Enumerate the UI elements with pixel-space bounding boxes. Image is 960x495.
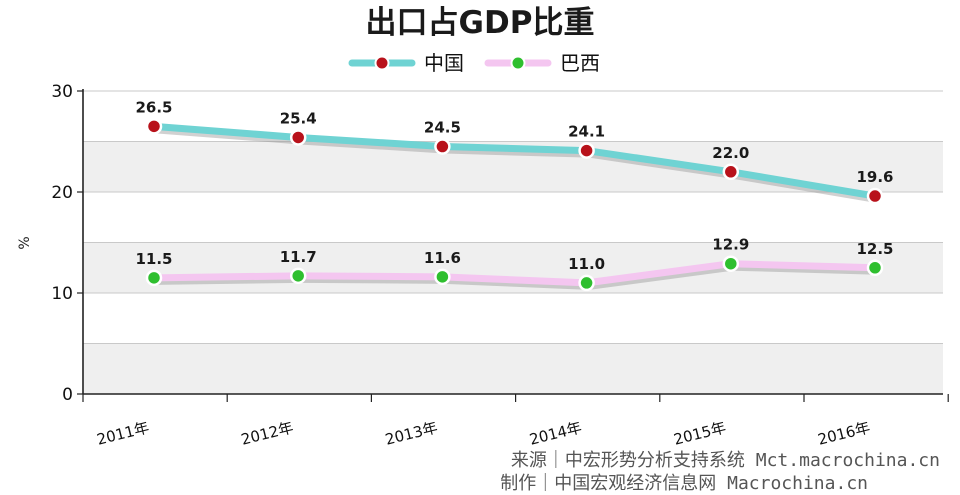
- y-tick-labels: 0 10 20 30: [51, 82, 73, 405]
- data-label: 11.5: [135, 250, 172, 268]
- data-label: 26.5: [135, 98, 172, 116]
- x-tick-labels: 2011年 2012年 2013年 2014年 2015年 2016年: [95, 418, 872, 448]
- y-tick-label: 20: [51, 183, 73, 203]
- axes: [77, 89, 949, 402]
- data-point: [578, 274, 595, 292]
- data-point: [289, 267, 307, 285]
- legend-label: 巴西: [560, 51, 600, 75]
- y-tick-label: 30: [51, 82, 73, 102]
- footer-made-by: 制作｜中国宏观经济信息网 Macrochina.cn: [500, 473, 868, 494]
- legend: 中国 巴西: [348, 51, 600, 75]
- data-point: [434, 138, 451, 155]
- series-line-shadow: [155, 127, 878, 203]
- x-tick-label: 2015年: [672, 418, 728, 448]
- data-label: 24.5: [424, 119, 461, 137]
- data-point: [145, 269, 163, 287]
- data-point: [866, 259, 884, 276]
- data-label: 12.9: [712, 236, 749, 254]
- data-point: [289, 129, 307, 146]
- x-tick-label: 2016年: [816, 418, 872, 448]
- data-label: 11.6: [424, 249, 461, 267]
- data-point: [722, 255, 740, 272]
- plot-band: [83, 343, 943, 394]
- data-point: [434, 268, 451, 286]
- x-tick-label: 2011年: [95, 418, 151, 448]
- data-label: 25.4: [280, 109, 317, 127]
- data-point: [578, 142, 595, 159]
- series-line: [153, 260, 876, 287]
- data-label: 24.1: [568, 123, 605, 141]
- footer-source: 来源｜中宏形势分析支持系统 Mct.macrochina.cn: [511, 450, 940, 471]
- y-axis-label: %: [17, 236, 33, 249]
- data-label: 12.5: [856, 240, 893, 258]
- x-tick-label: 2014年: [528, 418, 584, 448]
- legend-label: 中国: [424, 51, 464, 75]
- data-label: 19.6: [856, 168, 893, 186]
- legend-swatch-marker: [374, 55, 390, 71]
- data-label: 22.0: [712, 144, 749, 162]
- series-line: [153, 122, 876, 200]
- data-point: [866, 187, 884, 205]
- series-group: 26.5 25.4 24.5 24.1 22.0 19.6 11.5 11.7 11.6 11.0…: [135, 98, 894, 292]
- y-tick-label: 10: [51, 284, 73, 304]
- data-label: 11.7: [280, 248, 317, 266]
- x-tick-label: 2012年: [239, 418, 295, 448]
- data-point: [722, 163, 740, 181]
- data-label: 11.0: [568, 255, 605, 273]
- data-point: [145, 118, 163, 135]
- series-line-shadow: [155, 264, 878, 290]
- y-tick-label: 0: [62, 385, 73, 405]
- legend-swatch-marker: [510, 55, 526, 71]
- chart-title: 出口占GDP比重: [366, 5, 595, 41]
- gridlines: [83, 90, 943, 344]
- x-tick-label: 2013年: [383, 418, 439, 448]
